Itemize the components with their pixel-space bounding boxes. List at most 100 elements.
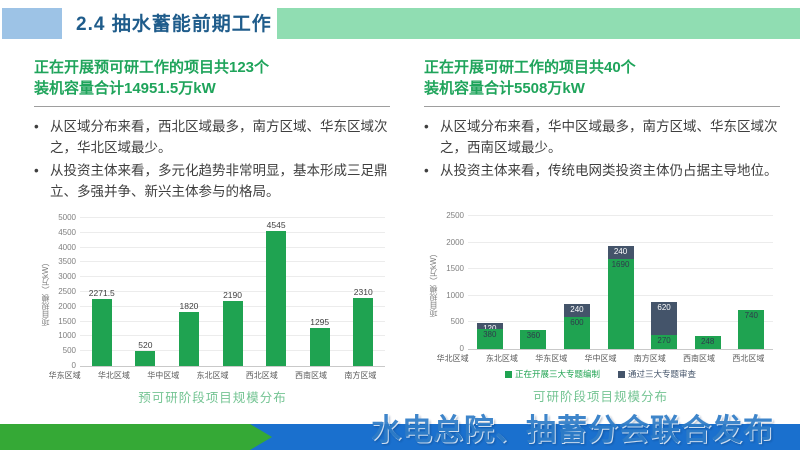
left-section-title-line2: 装机容量合计14951.5万kW [34, 79, 216, 97]
bar: 740 [729, 216, 773, 349]
gridline [80, 291, 385, 292]
segment-value-label: 360 [526, 331, 541, 340]
segment-value-label: 240 [570, 305, 584, 314]
bullet-dot: • [34, 163, 39, 179]
bar-segment [135, 351, 156, 366]
segment-value-label: 248 [700, 337, 715, 346]
x-axis-labels: 华北区域 东北区域 华东区域 华中区域 南方区域 西南区域 西北区域 [428, 353, 773, 364]
y-axis-ticks: 0 500 1000 1500 2000 2500 3000 3500 4000 4500 5000 [53, 213, 80, 370]
feasibility-stacked-bar-chart: 项目规模（万kW） 0 500 1000 1500 2000 2500 120380 360… [428, 211, 773, 405]
segment-value-label: 620 [657, 303, 671, 312]
bar-segment: 240 [607, 246, 634, 259]
bullet-text: 从投资主体来看，多元化趋势非常明显，基本形成三足鼎立、多强并争、新兴主体参与的格… [50, 163, 388, 199]
bar-segment [178, 312, 199, 366]
y-tick-label: 3500 [58, 257, 76, 267]
bar-segment: 380 [476, 329, 503, 349]
x-axis-labels: 华东区域 华北区域 华中区域 东北区域 西北区域 西南区域 南方区域 [40, 370, 385, 381]
y-tick-label: 500 [450, 317, 464, 327]
y-axis-label: 项目规模（万kW） [429, 249, 438, 317]
y-tick-label: 1500 [446, 264, 464, 274]
bar-value-label: 1820 [179, 301, 199, 311]
bar-segment: 740 [738, 310, 765, 349]
segment-value-label: 240 [613, 247, 628, 256]
legend-label: 正在开展三大专题编制 [514, 369, 600, 379]
y-tick-label: 1500 [58, 316, 76, 326]
plot-area: 2271.5 520 1820 2190 4545 1295 2310 [80, 217, 385, 367]
bar: 240 1690 [599, 216, 643, 349]
x-tick-label: 东北区域 [196, 371, 229, 380]
bullet-dot: • [34, 119, 39, 135]
bar: 1820 [167, 218, 211, 366]
gridline [80, 261, 385, 263]
y-tick-label: 2000 [58, 301, 76, 311]
y-tick-label: 3000 [58, 272, 76, 282]
bar: 360 [512, 216, 556, 349]
chart-caption: 预可研阶段项目规模分布 [138, 391, 287, 405]
bar: 520 [124, 218, 168, 366]
header-accent-green [277, 8, 800, 39]
bar-segment: 248 [694, 336, 721, 349]
header-bar: 2.4 抽水蓄能前期工作 [0, 8, 800, 39]
left-bullets: • 从区域分布来看，西北区域最多，南方区域、华东区域次之，华北区域最少。 • 从… [34, 117, 396, 202]
bar: 2310 [341, 218, 385, 366]
x-tick-label: 东北区域 [485, 354, 518, 363]
x-tick-label: 西南区域 [683, 354, 716, 363]
y-tick-label: 2000 [446, 237, 464, 247]
left-section-title: 正在开展预可研工作的项目共123个 装机容量合计14951.5万kW [34, 58, 396, 99]
x-tick-label: 华东区域 [535, 354, 568, 363]
bar-segment: 120 [476, 323, 503, 333]
bullet-text: 从区域分布来看，西北区域最多，南方区域、华东区域次之，华北区域最少。 [50, 119, 388, 155]
left-panel: 正在开展预可研工作的项目共123个 装机容量合计14951.5万kW • 从区域… [34, 58, 396, 205]
bar: 4545 [254, 218, 298, 366]
x-tick-label: 华东区域 [48, 371, 81, 380]
right-divider [424, 106, 780, 108]
bar-value-label: 520 [138, 340, 153, 350]
bullet-text: 从区域分布来看，华中区域最多，南方区域、华东区域次之，西南区域最少。 [440, 119, 778, 155]
chart-body: 项目规模（万kW） 0 500 1000 1500 2000 2500 120380 360… [428, 211, 773, 353]
gridline [80, 217, 385, 218]
y-tick-label: 4000 [58, 242, 76, 252]
right-section-title: 正在开展可研工作的项目共40个 装机容量合计5508万kW [424, 58, 786, 99]
y-tick-label: 2500 [58, 287, 76, 296]
segment-value-label: 120 [477, 324, 503, 333]
pre-feasibility-bar-chart: 项目规模（万kW） 0 500 1000 1500 2000 2500 3000 3500 40… [40, 213, 385, 406]
slide-title: 2.4 抽水蓄能前期工作 [76, 14, 272, 35]
y-axis-label: 项目规模（万kW） [41, 258, 50, 327]
bullet-text: 从投资主体来看，传统电网类投资主体仍占据主导地位。 [440, 163, 778, 179]
legend-item: 通过三大专题审查 [618, 368, 696, 380]
legend-label: 通过三大专题审查 [628, 369, 697, 379]
right-bullets: • 从区域分布来看，华中区域最多，南方区域、华东区域次之，西南区域最少。 • 从… [424, 117, 786, 182]
bar-segment: 1690 [607, 259, 634, 349]
bar-value-label: 2190 [223, 290, 242, 300]
y-tick-label: 500 [62, 346, 76, 356]
list-item: • 从区域分布来看，华中区域最多，南方区域、华东区域次之，西南区域最少。 [424, 117, 786, 158]
plot-area: 1203803602406002401690620270248740 [468, 215, 773, 350]
publisher-watermark: 水电总院、抽蓄分会联合发布 [371, 414, 774, 447]
chart-body: 项目规模（万kW） 0 500 1000 1500 2000 2500 3000 3500 40… [40, 213, 385, 370]
x-tick-label: 华北区域 [436, 354, 469, 363]
bar-segment [222, 301, 243, 366]
x-tick-label: 华中区域 [147, 371, 180, 380]
legend-swatch-icon [504, 370, 512, 378]
legend-item: 正在开展三大专题编制 [504, 368, 600, 380]
bar-segment [266, 231, 287, 366]
bar: 2271.5 [80, 218, 124, 366]
segment-value-label: 380 [483, 330, 497, 339]
list-item: • 从投资主体来看，传统电网类投资主体仍占据主导地位。 [424, 161, 786, 182]
bar-segment: 620 [651, 302, 678, 335]
bar: 2190 [211, 218, 255, 366]
bar: 240 600 [555, 216, 599, 349]
x-tick-label: 南方区域 [633, 354, 666, 363]
right-section-title-line2: 装机容量合计5508万kW [424, 79, 585, 97]
bar-segment [353, 298, 374, 366]
y-tick-label: 0 [71, 361, 76, 370]
bar: 248 [686, 216, 730, 349]
y-tick-label: 0 [459, 344, 464, 353]
x-tick-label: 南方区域 [344, 371, 377, 380]
y-tick-label: 2500 [446, 211, 464, 220]
chart-legend: 正在开展三大专题编制 通过三大专题审查 [428, 368, 773, 380]
bar-value-label: 2310 [353, 287, 373, 297]
bar-value-label: 1295 [310, 317, 330, 327]
bar-value-label: 4545 [266, 220, 286, 230]
bar-segment: 240 [563, 304, 590, 317]
